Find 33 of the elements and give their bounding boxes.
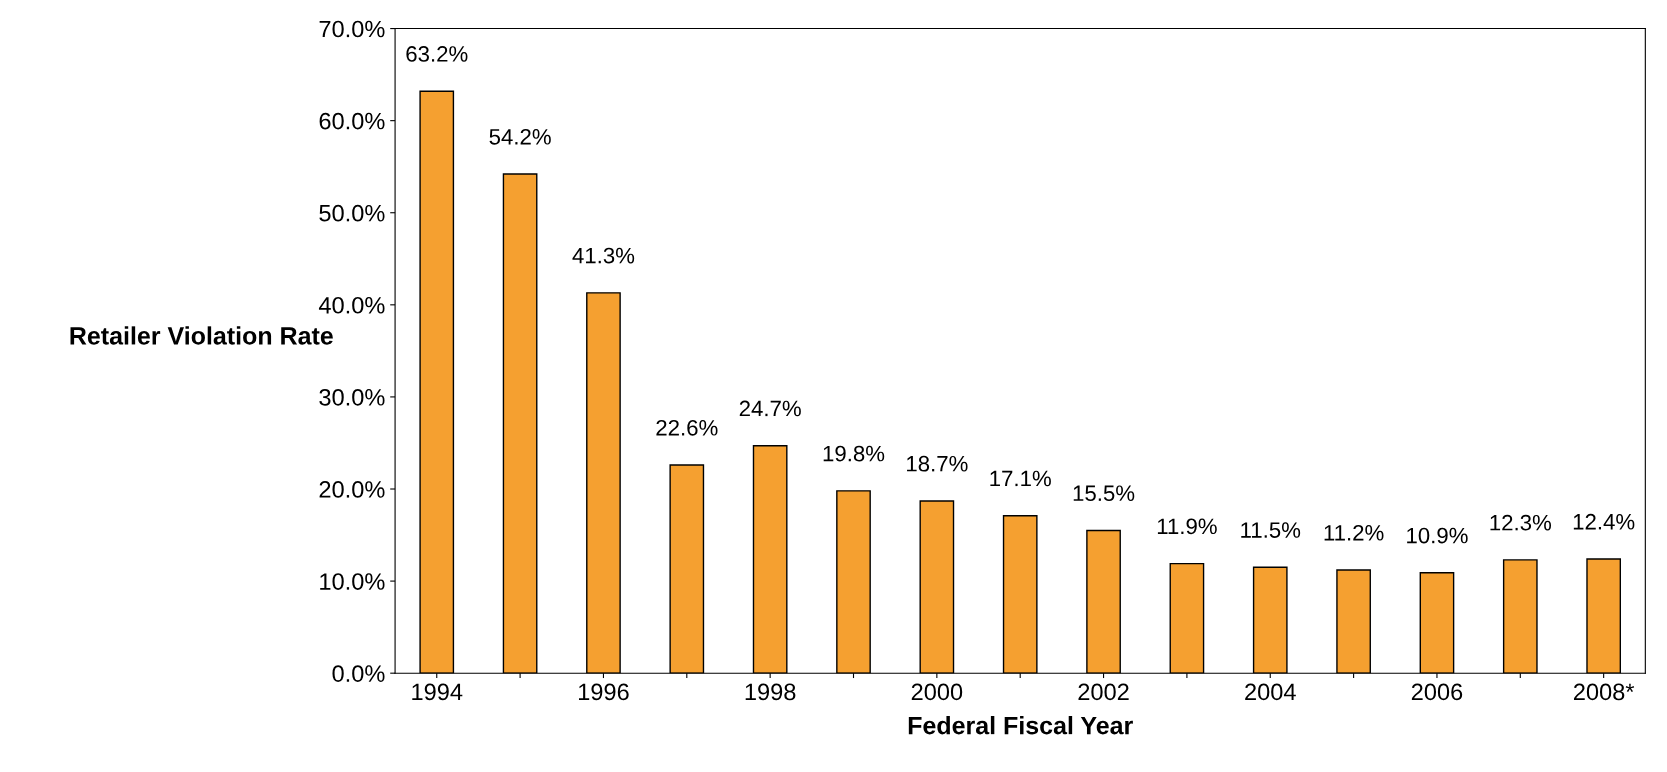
y-tick-label: 40.0%	[318, 296, 385, 314]
x-tick-label: 2008*	[1573, 683, 1635, 701]
data-label: 11.2%	[1324, 524, 1384, 541]
y-tick-label: 50.0%	[319, 204, 385, 222]
data-label: 15.5%	[1073, 485, 1135, 502]
data-label: 17.1%	[990, 470, 1051, 487]
x-axis-title: Federal Fiscal Year	[908, 716, 1133, 735]
data-label: 10.9%	[1407, 527, 1468, 544]
data-label: 12.3%	[1490, 514, 1552, 531]
y-tick-label: 60.0%	[319, 112, 385, 130]
data-label: 11.5%	[1241, 522, 1301, 538]
data-label: 63.2%	[406, 46, 468, 62]
data-label: 54.2%	[489, 128, 551, 145]
x-tick-label: 2000	[911, 683, 963, 701]
y-tick-label: 30.0%	[319, 388, 385, 406]
data-label: 41.3%	[572, 247, 635, 264]
x-tick-label: 1998	[745, 683, 796, 701]
data-label: 22.6%	[656, 419, 718, 436]
data-label: 24.7%	[739, 400, 801, 417]
x-tick-label: 1994	[412, 683, 463, 701]
y-tick-label: 70.0%	[319, 20, 385, 38]
y-tick-label: 0.0%	[332, 665, 385, 682]
x-tick-label: 2002	[1078, 683, 1129, 701]
data-label: 19.8%	[823, 445, 885, 462]
x-tick-label: 1996	[578, 683, 629, 701]
data-label: 18.7%	[907, 455, 968, 472]
y-tick-label: 10.0%	[320, 573, 385, 590]
y-axis-title: Retailer Violation Rate	[70, 326, 333, 345]
data-label: 11.9%	[1157, 518, 1217, 535]
data-label: 12.4%	[1573, 513, 1635, 530]
x-tick-label: 2006	[1411, 683, 1463, 701]
y-tick-label: 20.0%	[319, 481, 385, 498]
x-tick-label: 2004	[1245, 683, 1296, 701]
